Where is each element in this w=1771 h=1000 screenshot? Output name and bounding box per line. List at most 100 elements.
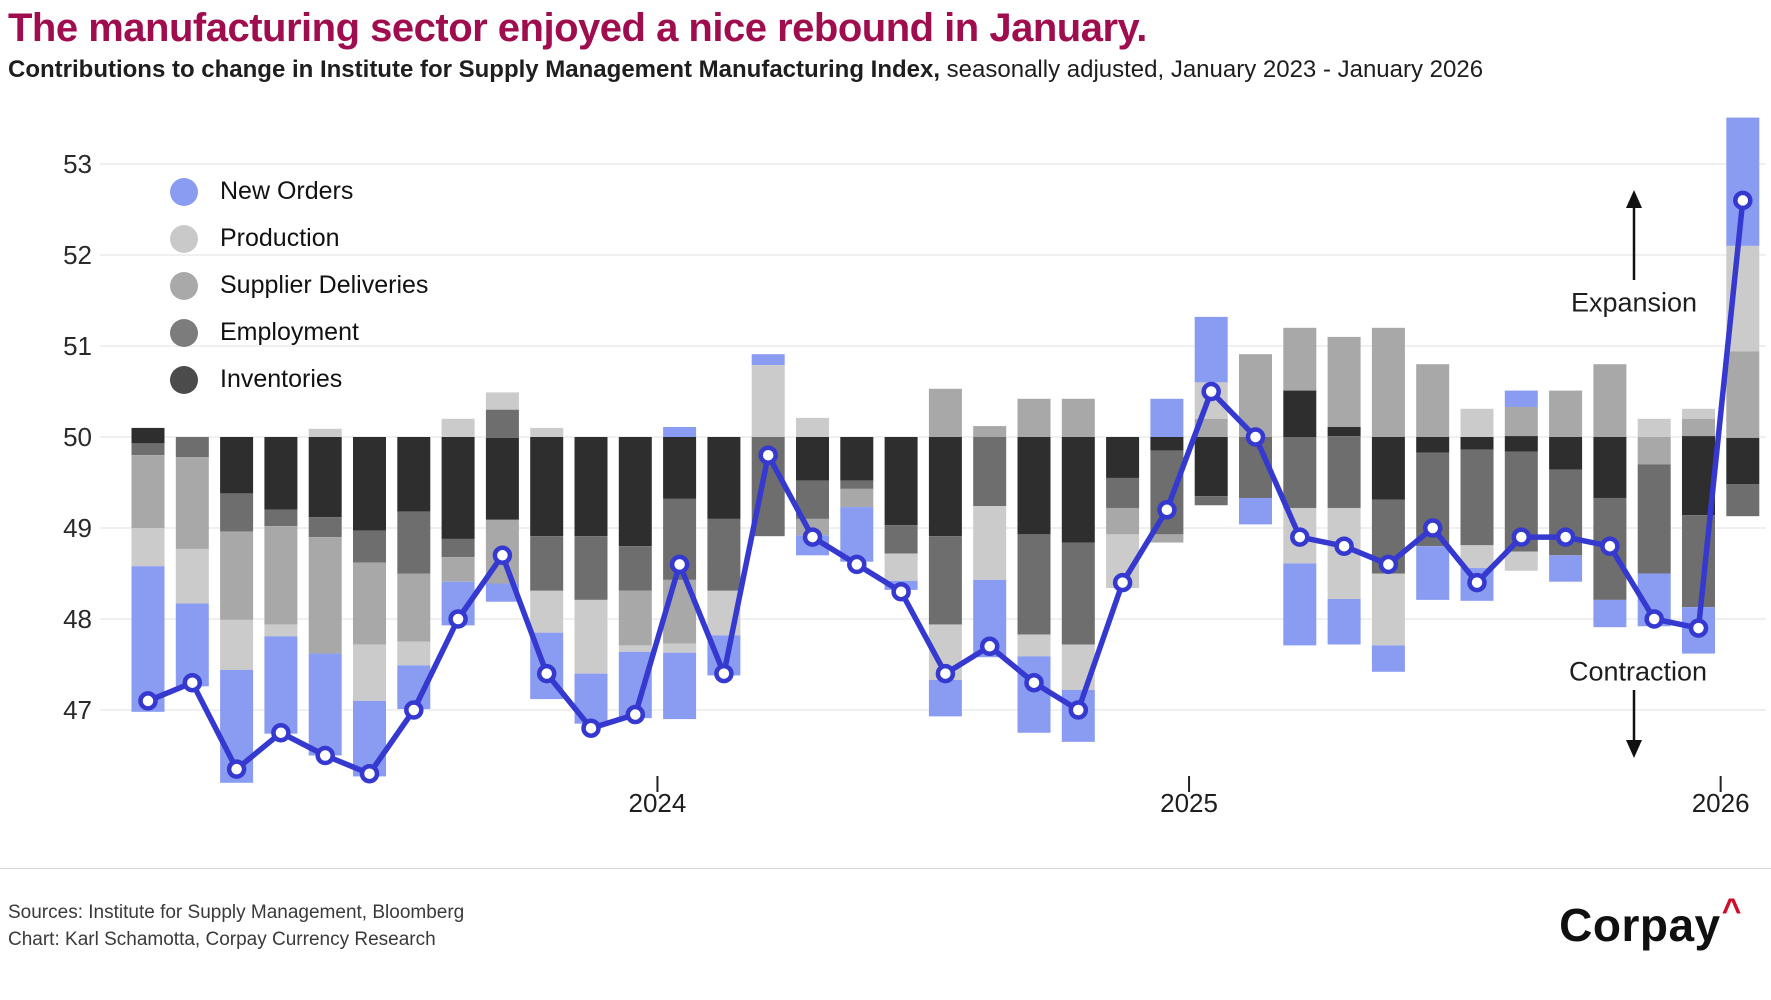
bar-segment-em [1150, 450, 1184, 535]
bar-segment-no [840, 507, 874, 562]
pmi-line-marker [492, 545, 513, 566]
bar-segment-in [1460, 437, 1494, 450]
bar-segment-em [1106, 477, 1140, 508]
bar-segment-pr [220, 619, 254, 670]
bar-segment-em [1637, 464, 1671, 574]
y-axis-tick-label: 47 [63, 695, 92, 725]
bar-segment-pr [973, 506, 1007, 580]
bar-segment-sd [1327, 336, 1361, 427]
pmi-line-marker [359, 763, 380, 784]
bar-segment-pr [618, 645, 652, 652]
bar-segment-pr [1460, 545, 1494, 569]
bar-segment-in [1106, 437, 1140, 478]
bar-segment-in [485, 437, 519, 520]
bar-segment-pr [353, 644, 386, 701]
pmi-line-marker [1245, 427, 1266, 447]
pmi-line-marker [448, 609, 468, 629]
bar-segment-no [485, 583, 519, 602]
legend-label-em: Employment [220, 318, 359, 346]
bar-segment-em [574, 536, 608, 600]
bar-segment-pr [663, 643, 697, 653]
pmi-line-marker [1024, 672, 1044, 693]
contraction-arrowhead [1626, 740, 1642, 758]
y-axis-tick-label: 48 [63, 604, 92, 634]
bar-segment-em [485, 409, 519, 438]
bar-segment-sd [1061, 398, 1095, 437]
pmi-line-marker [1644, 609, 1664, 629]
corpay-logo-text: Corpay [1559, 899, 1721, 951]
bar-segment-in [1194, 437, 1228, 497]
bar-segment-pr [1460, 408, 1494, 437]
bar-segment-sd [840, 488, 874, 508]
pmi-line-marker [1112, 572, 1133, 593]
bar-segment-no [1150, 398, 1184, 437]
bar-segment-em [840, 480, 874, 489]
pmi-line-marker [625, 704, 646, 725]
bar-segment-in [530, 437, 564, 537]
chart-subtitle: Contributions to change in Institute for… [8, 56, 1483, 84]
pmi-line-marker [1733, 190, 1753, 211]
bar-segment-no [1593, 599, 1627, 628]
bar-segment-pr [175, 548, 209, 604]
bar-segment-pr [131, 528, 165, 567]
bar-segment-in [308, 437, 342, 518]
bar-segment-in [264, 437, 298, 510]
bar-segment-pr [530, 590, 564, 633]
bar-segment-in [353, 437, 386, 531]
bar-segment-sd [1194, 418, 1228, 437]
pmi-line-marker [802, 527, 823, 547]
pmi-line-marker [935, 663, 956, 684]
y-axis-tick-label: 50 [63, 422, 92, 452]
bar-segment-em [707, 518, 741, 591]
bar-segment-em [618, 546, 652, 591]
bar-segment-pr [1504, 551, 1538, 571]
bar-segment-no [1504, 390, 1538, 407]
legend-item-in: Inventories [170, 356, 428, 403]
bar-segment-em [131, 443, 165, 456]
pmi-line-marker [758, 445, 778, 465]
bar-segment-pr [397, 641, 431, 666]
bar-segment-sd [1106, 507, 1140, 535]
bar-segment-pr [264, 624, 298, 637]
footer-sources: Sources: Institute for Supply Management… [8, 902, 465, 923]
bar-segment-in [618, 437, 652, 547]
bar-segment-no [1549, 555, 1583, 582]
contraction-label: Contraction [1568, 656, 1708, 687]
subtitle-regular: seasonally adjusted, January 2023 - Janu… [940, 56, 1484, 83]
bar-segment-em [1194, 496, 1228, 506]
y-axis-tick-label: 53 [63, 149, 92, 179]
pmi-line-marker [1511, 527, 1532, 547]
bar-segment-sd [1150, 534, 1184, 543]
bar-segment-in [928, 437, 962, 537]
pmi-line-marker [1688, 618, 1709, 638]
bar-segment-pr [441, 418, 475, 437]
bar-segment-sd [353, 562, 386, 645]
bar-segment-em [1460, 449, 1494, 546]
pmi-line-marker [979, 636, 1000, 657]
subtitle-bold: Contributions to change in Institute for… [8, 56, 941, 83]
bar-segment-sd [928, 388, 962, 437]
bar-segment-sd [131, 455, 165, 528]
bar-segment-sd [1371, 327, 1405, 437]
bar-segment-em [1283, 437, 1317, 508]
bar-segment-sd [1504, 406, 1538, 437]
bar-segment-em [397, 511, 431, 574]
x-axis-tick-label: 2024 [629, 788, 687, 818]
pmi-line-marker [714, 663, 734, 684]
expansion-arrowhead [1626, 190, 1642, 208]
bar-segment-in [1150, 437, 1184, 451]
bar-segment-sd [175, 457, 209, 549]
bar-segment-no [308, 653, 342, 756]
bar-segment-em [1726, 484, 1760, 517]
pmi-line-marker [1290, 527, 1310, 547]
legend-dot-em [170, 318, 198, 347]
bar-segment-pr [1017, 634, 1051, 657]
bar-segment-no [1283, 563, 1317, 646]
bar-segment-pr [796, 417, 829, 437]
bar-segment-em [353, 530, 386, 563]
bar-segment-no [663, 426, 697, 437]
bar-segment-em [973, 437, 1007, 507]
bar-segment-em [1327, 436, 1361, 508]
x-axis-tick-label: 2026 [1692, 788, 1750, 818]
